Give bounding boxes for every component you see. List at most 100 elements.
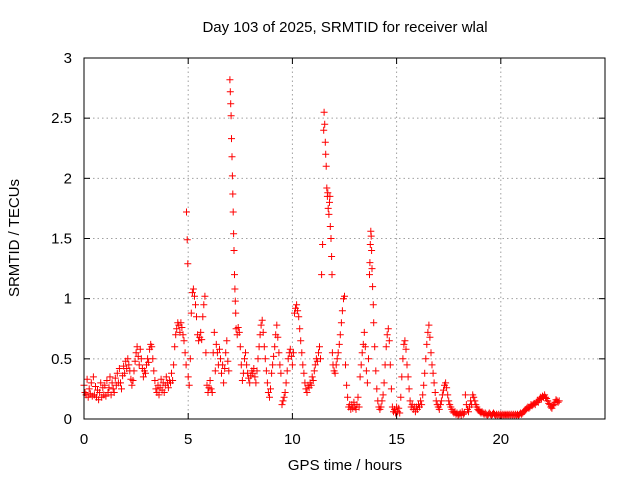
- data-point: [225, 367, 233, 375]
- y-tick-label: 1.5: [51, 231, 72, 248]
- data-point: [202, 349, 210, 357]
- data-point: [145, 358, 153, 366]
- data-point: [259, 328, 267, 336]
- data-point: [399, 355, 407, 363]
- data-point: [406, 397, 414, 405]
- data-point: [232, 309, 240, 317]
- data-point: [228, 172, 236, 180]
- data-point: [206, 377, 214, 384]
- data-point: [180, 337, 188, 345]
- data-point: [303, 389, 311, 396]
- chart-title: Day 103 of 2025, SRMTID for receiver wla…: [202, 19, 487, 36]
- data-point: [155, 391, 163, 399]
- data-point: [343, 381, 351, 389]
- data-point: [246, 379, 254, 387]
- data-point: [282, 379, 290, 387]
- data-point: [226, 88, 234, 96]
- data-point: [367, 232, 375, 240]
- data-point: [317, 355, 324, 363]
- data-point: [311, 361, 319, 369]
- data-point: [400, 340, 408, 348]
- data-point: [193, 313, 200, 321]
- data-point: [84, 393, 92, 401]
- data-point: [179, 331, 187, 339]
- data-point: [401, 337, 409, 345]
- data-point: [183, 208, 190, 216]
- data-point: [379, 391, 387, 399]
- data-point: [554, 398, 562, 406]
- data-point: [102, 392, 110, 400]
- data-point: [377, 403, 385, 411]
- data-point: [113, 369, 121, 377]
- x-tick-label: 20: [492, 431, 509, 448]
- data-point: [366, 241, 374, 248]
- data-point: [280, 393, 288, 401]
- data-point: [142, 369, 149, 377]
- data-point: [356, 373, 364, 381]
- data-point: [83, 375, 91, 383]
- y-tick-label: 2: [64, 170, 72, 187]
- data-point: [221, 365, 229, 372]
- data-point: [336, 331, 344, 339]
- data-point: [287, 352, 295, 360]
- data-point: [370, 319, 378, 327]
- data-point: [101, 381, 109, 389]
- data-point: [442, 379, 450, 387]
- data-point: [404, 373, 412, 381]
- data-point: [109, 385, 117, 393]
- data-point: [422, 355, 430, 363]
- data-point: [403, 361, 411, 369]
- data-point: [271, 343, 279, 351]
- data-point: [387, 385, 395, 393]
- data-point: [295, 313, 303, 321]
- data-point: [286, 345, 294, 353]
- data-point: [402, 345, 410, 353]
- y-tick-label: 0: [64, 411, 72, 428]
- data-point: [461, 391, 469, 399]
- data-point: [429, 369, 437, 377]
- data-point: [157, 375, 165, 383]
- data-point: [212, 340, 220, 348]
- data-point: [199, 313, 207, 321]
- data-point: [148, 343, 156, 351]
- data-point: [341, 292, 348, 300]
- data-point: [229, 208, 237, 216]
- data-point: [223, 337, 231, 345]
- data-point: [398, 373, 406, 381]
- data-point: [150, 367, 158, 375]
- data-point: [218, 369, 225, 377]
- data-point: [555, 397, 563, 405]
- data-point: [373, 385, 381, 393]
- data-point: [363, 379, 371, 387]
- data-point: [321, 138, 329, 146]
- data-point: [197, 328, 205, 336]
- data-point: [420, 381, 428, 389]
- data-point: [261, 355, 269, 363]
- data-point: [331, 369, 339, 377]
- data-point: [131, 357, 139, 365]
- data-point: [105, 384, 113, 392]
- data-point: [164, 384, 172, 392]
- data-point: [139, 373, 147, 381]
- data-point: [257, 321, 265, 329]
- data-point: [427, 349, 435, 357]
- data-point: [264, 389, 272, 396]
- y-tick-label: 2.5: [51, 110, 72, 127]
- data-point: [437, 397, 445, 405]
- data-point: [323, 184, 331, 192]
- data-point: [276, 361, 284, 369]
- data-point: [328, 253, 336, 260]
- data-point: [326, 198, 333, 206]
- data-point: [108, 379, 116, 387]
- data-point: [405, 385, 413, 393]
- data-point: [184, 260, 192, 268]
- data-point: [283, 367, 291, 375]
- data-point: [87, 379, 95, 387]
- data-point: [369, 301, 377, 309]
- data-point: [270, 352, 278, 360]
- data-point: [470, 393, 478, 401]
- data-point: [308, 373, 316, 381]
- data-point: [366, 259, 374, 267]
- data-point: [201, 292, 209, 300]
